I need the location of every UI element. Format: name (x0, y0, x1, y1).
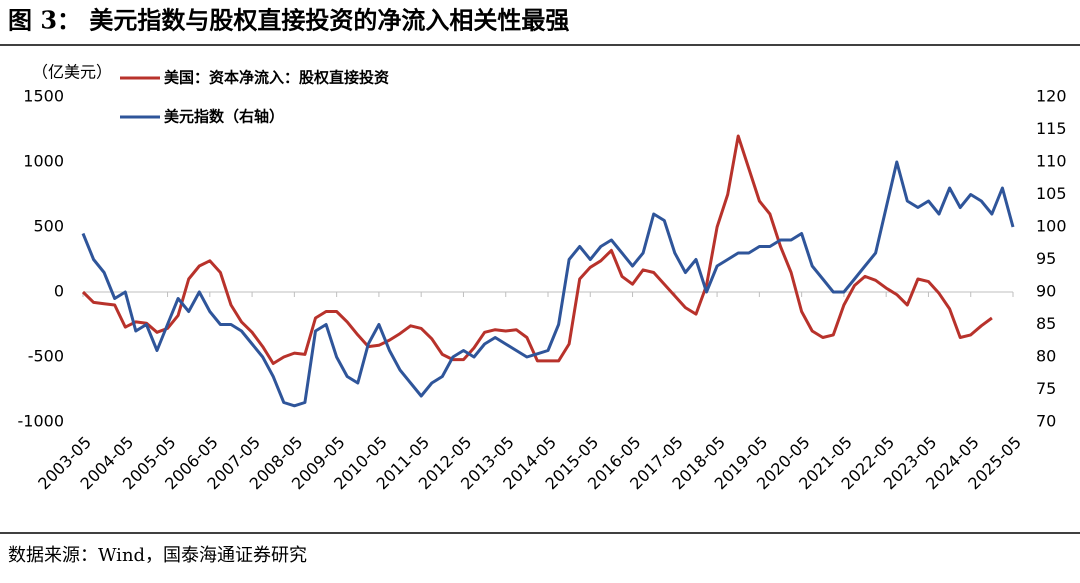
y2-tick-label: 95 (1036, 249, 1056, 268)
source: 数据来源：Wind，国泰海通证券研究 (8, 545, 307, 566)
legend-label: 美国：资本净流入：股权直接投资 (164, 69, 389, 87)
y2-tick-label: 115 (1036, 119, 1067, 138)
y-tick-label: 500 (33, 217, 64, 236)
y2-tick-label: 70 (1036, 412, 1056, 431)
y-tick-label: -500 (28, 347, 64, 366)
chart-title: 图 3： 美元指数与股权直接投资的净流入相关性最强 (8, 6, 569, 35)
y-axis-label: （亿美元） (32, 63, 112, 82)
y2-tick-label: 120 (1036, 87, 1067, 106)
y2-tick-label: 100 (1036, 217, 1067, 236)
y2-tick-label: 80 (1036, 347, 1056, 366)
y2-tick-label: 75 (1036, 379, 1056, 398)
series-line (81, 160, 1015, 408)
y-tick-label: 1000 (23, 152, 64, 171)
y2-tick-label: 110 (1036, 152, 1067, 171)
series-line (81, 134, 993, 365)
y-tick-label: 0 (54, 282, 64, 301)
y-tick-label: -1000 (18, 412, 65, 431)
y2-tick-label: 90 (1036, 282, 1056, 301)
y2-tick-label: 105 (1036, 184, 1067, 203)
y-tick-label: 1500 (23, 87, 64, 106)
legend-label: 美元指数（右轴） (164, 108, 284, 126)
y2-tick-label: 85 (1036, 314, 1056, 333)
